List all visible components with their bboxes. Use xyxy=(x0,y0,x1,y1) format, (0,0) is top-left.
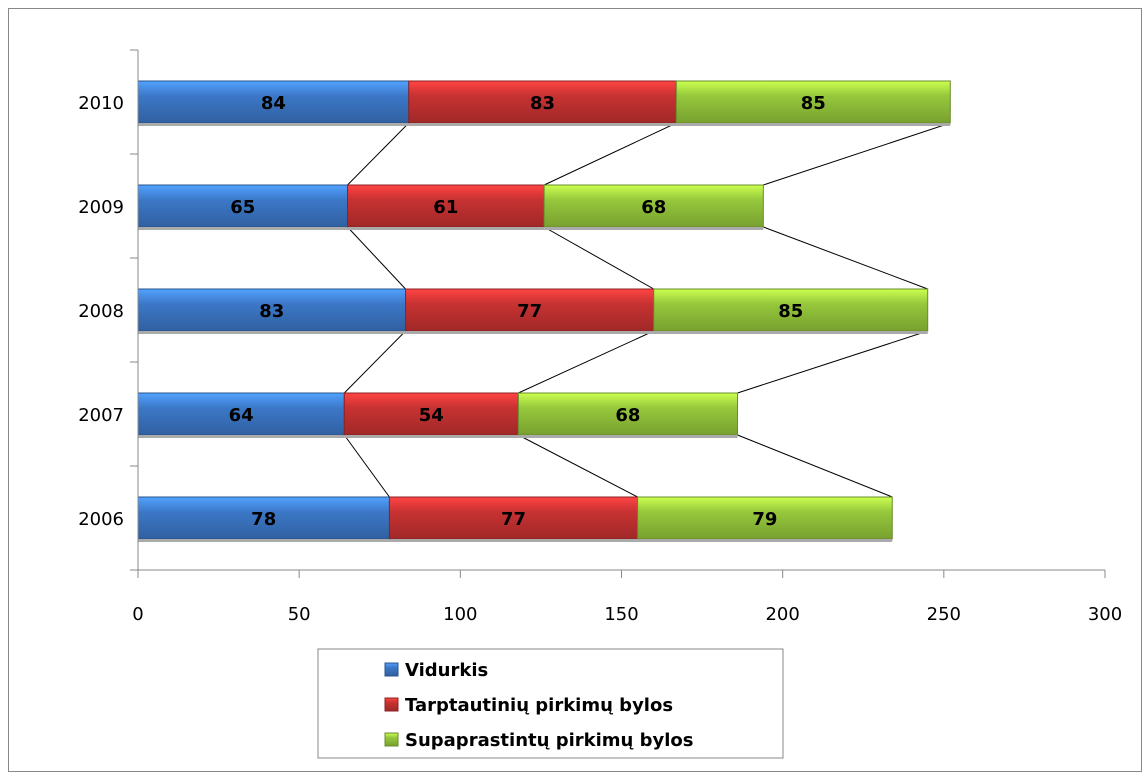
series-line xyxy=(543,122,677,186)
bar-segment xyxy=(137,184,349,228)
bar-segment xyxy=(517,392,739,436)
series-line xyxy=(347,122,410,186)
data-label: 83 xyxy=(530,93,555,114)
data-label: 54 xyxy=(419,405,444,426)
bar-segment-shadow xyxy=(344,435,519,438)
data-label: 61 xyxy=(433,197,458,218)
series-line xyxy=(343,330,406,394)
x-tick-label: 200 xyxy=(765,604,799,625)
legend-label: Vidurkis xyxy=(405,660,488,681)
bar-segment xyxy=(137,496,390,540)
legend: Vidurkis Tarptautinių pirkimų bylos Supapr… xyxy=(317,648,784,759)
legend-label: Supaprastintų pirkimų bylos xyxy=(405,730,693,751)
data-label: 65 xyxy=(230,197,255,218)
series-line xyxy=(763,122,951,186)
bar-segment-shadow xyxy=(408,123,677,126)
x-tick-label: 250 xyxy=(927,604,961,625)
bar-segment-shadow xyxy=(138,331,406,334)
data-label: 84 xyxy=(261,93,286,114)
bar-segment-shadow xyxy=(138,435,345,438)
bars: 78 77 79 64 54 68 83 77 85 65 61 68 84 83 85 xyxy=(137,80,951,542)
legend-swatch xyxy=(384,732,399,747)
bar-segment-shadow xyxy=(653,331,928,334)
y-tick-label: 2006 xyxy=(78,509,124,530)
legend-entry: Tarptautinių pirkimų bylos xyxy=(384,695,673,716)
data-label: 77 xyxy=(501,509,526,530)
series-line xyxy=(518,434,638,498)
series-line xyxy=(737,434,893,498)
data-label: 68 xyxy=(615,405,640,426)
bar-segment-shadow xyxy=(389,539,638,542)
series-line xyxy=(347,226,406,290)
x-tick-label: 150 xyxy=(604,604,638,625)
bar-segment-shadow xyxy=(138,227,348,230)
data-label: 77 xyxy=(517,301,542,322)
y-tick-label: 2008 xyxy=(78,301,124,322)
series-line xyxy=(737,330,928,394)
bar-segment-shadow xyxy=(676,123,951,126)
bar-segment-shadow xyxy=(405,331,654,334)
legend-entry: Supaprastintų pirkimų bylos xyxy=(384,730,693,751)
bar-segment xyxy=(347,184,545,228)
chart-frame xyxy=(8,8,1142,772)
y-tick-label: 2010 xyxy=(78,93,124,114)
bar-segment-shadow xyxy=(347,227,545,230)
bar-segment xyxy=(653,288,929,332)
series-line xyxy=(543,226,654,290)
series-line xyxy=(343,434,390,498)
x-tick-label: 50 xyxy=(288,604,311,625)
data-label: 85 xyxy=(801,93,826,114)
legend-swatch xyxy=(384,662,399,677)
x-tick-label: 100 xyxy=(443,604,477,625)
bar-segment xyxy=(675,80,951,124)
data-label: 68 xyxy=(641,197,666,218)
bar-segment-shadow xyxy=(518,435,738,438)
data-label: 64 xyxy=(229,405,254,426)
data-label: 85 xyxy=(778,301,803,322)
data-label: 83 xyxy=(259,301,284,322)
bar-segment-shadow xyxy=(637,539,893,542)
bar-segment xyxy=(388,496,639,540)
data-label: 79 xyxy=(752,509,777,530)
series-lines xyxy=(343,122,951,498)
y-tick-label: 2009 xyxy=(78,197,124,218)
bar-segment-shadow xyxy=(138,123,409,126)
legend-entry: Vidurkis xyxy=(384,660,488,681)
legend-label: Tarptautinių pirkimų bylos xyxy=(405,695,673,716)
bar-segment xyxy=(405,288,655,332)
bar-segment xyxy=(637,496,893,540)
legend-swatch xyxy=(384,697,399,712)
bar-segment-shadow xyxy=(544,227,764,230)
axes: 2006 2007 2008 2009 2010 0 50 100 150 200 250 300 xyxy=(78,49,1122,625)
series-line xyxy=(518,330,654,394)
bar-segment-shadow xyxy=(138,539,390,542)
y-tick-label: 2007 xyxy=(78,405,124,426)
x-tick-label: 0 xyxy=(132,604,143,625)
x-tick-label: 300 xyxy=(1088,604,1122,625)
data-label: 78 xyxy=(251,509,276,530)
series-line xyxy=(763,226,928,290)
